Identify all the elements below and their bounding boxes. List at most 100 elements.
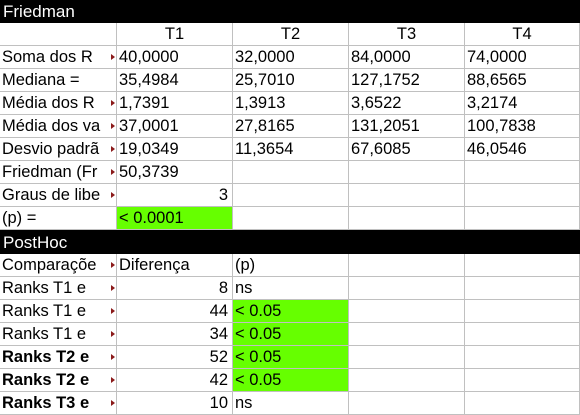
comparison-cell[interactable]: Ranks T1 e xyxy=(0,277,117,300)
value-cell[interactable]: 11,3654 xyxy=(233,138,349,161)
value-cell[interactable]: 19,0349 xyxy=(117,138,233,161)
overflow-arrow-icon xyxy=(111,285,115,291)
value-cell[interactable]: 131,2051 xyxy=(349,115,465,138)
row-label-cell[interactable]: Mediana = xyxy=(0,69,117,92)
p-header[interactable]: (p) xyxy=(233,254,349,277)
empty-cell[interactable] xyxy=(465,207,580,230)
value-cell[interactable]: 127,1752 xyxy=(349,69,465,92)
empty-header-cell[interactable] xyxy=(0,23,117,46)
row-label-cell[interactable]: Média dos va xyxy=(0,115,117,138)
empty-cell[interactable] xyxy=(465,184,580,207)
row-label-cell[interactable]: Desvio padrã xyxy=(0,138,117,161)
row-label: Média dos va xyxy=(2,117,101,135)
column-header-t4[interactable]: T4 xyxy=(465,23,580,46)
value-cell[interactable]: 3,2174 xyxy=(465,92,580,115)
row-label-cell[interactable]: Soma dos R xyxy=(0,46,117,69)
value-cell[interactable]: 84,0000 xyxy=(349,46,465,69)
empty-cell[interactable] xyxy=(233,161,349,184)
posthoc-header-row: Comparaçõe Diferença (p) xyxy=(0,254,580,277)
row-label-cell[interactable]: Friedman (Fr xyxy=(0,161,117,184)
value-cell[interactable]: 35,4984 xyxy=(117,69,233,92)
posthoc-row: Ranks T1 e 8 ns xyxy=(0,277,580,300)
value-cell[interactable]: 1,3913 xyxy=(233,92,349,115)
empty-cell[interactable] xyxy=(233,207,349,230)
row-label-cell[interactable]: Graus de libe xyxy=(0,184,117,207)
overflow-arrow-icon xyxy=(111,354,115,360)
value-cell[interactable]: 1,7391 xyxy=(117,92,233,115)
difference-cell[interactable]: 8 xyxy=(117,277,233,300)
significance-cell[interactable]: < 0.05 xyxy=(233,323,349,346)
difference-cell[interactable]: 10 xyxy=(117,392,233,415)
empty-cell[interactable] xyxy=(349,161,465,184)
empty-cell[interactable] xyxy=(465,254,580,277)
empty-cell[interactable] xyxy=(349,300,465,323)
row-label-cell[interactable]: Média dos R xyxy=(0,92,117,115)
empty-cell[interactable] xyxy=(349,392,465,415)
table-row: Soma dos R 40,0000 32,0000 84,0000 74,00… xyxy=(0,46,580,69)
degrees-of-freedom-value[interactable]: 3 xyxy=(117,184,233,207)
posthoc-row: Ranks T1 e 44 < 0.05 xyxy=(0,300,580,323)
value-cell[interactable]: 32,0000 xyxy=(233,46,349,69)
difference-cell[interactable]: 44 xyxy=(117,300,233,323)
empty-cell[interactable] xyxy=(349,254,465,277)
value-cell[interactable]: 25,7010 xyxy=(233,69,349,92)
difference-cell[interactable]: 42 xyxy=(117,369,233,392)
comparison-cell[interactable]: Ranks T1 e xyxy=(0,300,117,323)
empty-cell[interactable] xyxy=(465,300,580,323)
row-label: Mediana = xyxy=(2,71,80,89)
comparison-cell[interactable]: Ranks T1 e xyxy=(0,323,117,346)
empty-cell[interactable] xyxy=(349,369,465,392)
value-cell[interactable]: 27,8165 xyxy=(233,115,349,138)
empty-cell[interactable] xyxy=(233,184,349,207)
row-label: Friedman (Fr xyxy=(2,163,98,181)
comparison-cell[interactable]: Ranks T2 e xyxy=(0,369,117,392)
row-label: Média dos R xyxy=(2,94,95,112)
empty-cell[interactable] xyxy=(465,323,580,346)
posthoc-section-header[interactable]: PostHoc xyxy=(0,230,580,254)
posthoc-row: Ranks T2 e 52 < 0.05 xyxy=(0,346,580,369)
value-cell[interactable]: 67,6085 xyxy=(349,138,465,161)
empty-cell[interactable] xyxy=(465,346,580,369)
comparison-cell[interactable]: Ranks T3 e xyxy=(0,392,117,415)
comparison-label: Ranks T2 e xyxy=(2,371,90,389)
empty-cell[interactable] xyxy=(349,207,465,230)
significance-cell[interactable]: ns xyxy=(233,277,349,300)
value-cell[interactable]: 100,7838 xyxy=(465,115,580,138)
value-cell[interactable]: 37,0001 xyxy=(117,115,233,138)
empty-cell[interactable] xyxy=(349,277,465,300)
difference-cell[interactable]: 52 xyxy=(117,346,233,369)
column-header-t1[interactable]: T1 xyxy=(117,23,233,46)
p-value-cell[interactable]: < 0.0001 xyxy=(117,207,233,230)
empty-cell[interactable] xyxy=(349,184,465,207)
column-header-t2[interactable]: T2 xyxy=(233,23,349,46)
significance-cell[interactable]: < 0.05 xyxy=(233,346,349,369)
empty-cell[interactable] xyxy=(349,346,465,369)
value-cell[interactable]: 46,0546 xyxy=(465,138,580,161)
empty-cell[interactable] xyxy=(349,323,465,346)
difference-cell[interactable]: 34 xyxy=(117,323,233,346)
empty-cell[interactable] xyxy=(465,369,580,392)
significance-cell[interactable]: < 0.05 xyxy=(233,300,349,323)
row-label-cell[interactable]: (p) = xyxy=(0,207,117,230)
column-header-t3[interactable]: T3 xyxy=(349,23,465,46)
value-cell[interactable]: 3,6522 xyxy=(349,92,465,115)
table-row: Média dos R 1,7391 1,3913 3,6522 3,2174 xyxy=(0,92,580,115)
value-cell[interactable]: 74,0000 xyxy=(465,46,580,69)
empty-cell[interactable] xyxy=(465,392,580,415)
comparison-label: Ranks T1 e xyxy=(2,302,87,320)
overflow-arrow-icon xyxy=(111,123,115,129)
comparison-header-cell[interactable]: Comparaçõe xyxy=(0,254,117,277)
empty-cell[interactable] xyxy=(465,161,580,184)
overflow-arrow-icon xyxy=(111,54,115,60)
value-cell[interactable]: 40,0000 xyxy=(117,46,233,69)
empty-cell[interactable] xyxy=(465,277,580,300)
significance-cell[interactable]: < 0.05 xyxy=(233,369,349,392)
difference-header[interactable]: Diferença xyxy=(117,254,233,277)
overflow-arrow-icon xyxy=(111,377,115,383)
value-cell[interactable]: 88,6565 xyxy=(465,69,580,92)
row-label: Desvio padrã xyxy=(2,140,100,158)
significance-cell[interactable]: ns xyxy=(233,392,349,415)
friedman-section-header[interactable]: Friedman xyxy=(0,0,580,23)
comparison-cell[interactable]: Ranks T2 e xyxy=(0,346,117,369)
friedman-stat-value[interactable]: 50,3739 xyxy=(117,161,233,184)
